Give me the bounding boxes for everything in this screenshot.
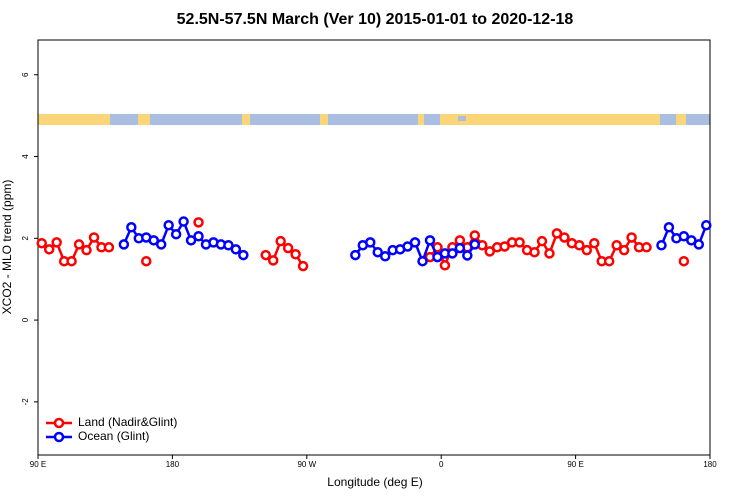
data-point (73, 239, 85, 250)
data-point (193, 231, 204, 242)
data-point (469, 239, 481, 250)
data-point (574, 240, 585, 251)
data-point (155, 239, 167, 250)
data-point (439, 260, 451, 271)
data-point (693, 239, 705, 250)
data-point (365, 237, 376, 248)
data-point (297, 260, 309, 272)
x-tick-label: 180 (703, 460, 717, 469)
data-point (163, 219, 174, 231)
legend-label: Land (Nadir&Glint) (78, 415, 177, 429)
data-point (447, 248, 458, 259)
data-point (402, 241, 413, 252)
y-axis-label: XCO2 - MLO trend (ppm) (0, 180, 14, 315)
data-point (88, 232, 100, 243)
data-point (536, 235, 548, 247)
x-axis-label: Longitude (deg E) (327, 475, 422, 489)
data-point (372, 246, 383, 258)
data-point (260, 249, 271, 261)
y-tick-label: 4 (21, 154, 30, 159)
data-point (290, 248, 301, 260)
y-tick-label: -2 (21, 398, 30, 406)
data-point (379, 251, 391, 262)
data-point (36, 237, 47, 249)
data-point (462, 250, 473, 261)
data-point (589, 237, 600, 249)
data-point (529, 246, 540, 258)
data-point (43, 244, 55, 255)
x-tick-label: 0 (439, 460, 444, 469)
data-point (678, 231, 690, 242)
data-point (499, 241, 510, 252)
data-point (193, 217, 204, 228)
x-tick-label: 90 E (567, 460, 583, 469)
data-point (148, 235, 159, 246)
data-point (603, 255, 615, 267)
data-point (686, 235, 697, 246)
data-point (701, 219, 712, 231)
data-point (417, 255, 428, 267)
data-point (581, 244, 593, 256)
data-point (81, 244, 92, 256)
data-point (409, 237, 421, 248)
data-point (103, 242, 115, 253)
data-point (275, 235, 286, 247)
legend-label: Ocean (Glint) (78, 429, 149, 443)
data-point (170, 228, 182, 240)
data-point (618, 244, 630, 256)
data-point (51, 237, 62, 248)
data-point (350, 249, 361, 261)
x-tick-label: 90 E (30, 460, 46, 469)
data-point (559, 232, 570, 243)
data-point (611, 240, 622, 251)
data-point (267, 255, 279, 266)
legend-marker (53, 431, 65, 443)
data-point (469, 230, 481, 241)
data-point (514, 237, 525, 248)
data-point (66, 255, 77, 267)
x-tick-label: 90 W (297, 460, 316, 469)
data-point (141, 255, 152, 267)
data-point (424, 235, 436, 246)
legend-marker (53, 417, 65, 429)
x-tick-label: 180 (166, 460, 180, 469)
y-tick-label: 2 (21, 236, 30, 241)
data-point (641, 242, 652, 253)
data-point (223, 240, 234, 251)
y-tick-label: 6 (21, 72, 30, 77)
land-mask-strip (38, 114, 710, 125)
plot-frame (37, 39, 711, 456)
chart-title: 52.5N-57.5N March (Ver 10) 2015-01-01 to… (177, 11, 574, 28)
data-point (544, 248, 555, 259)
data-point (238, 249, 249, 261)
data-point (185, 235, 197, 246)
data-point (230, 244, 242, 255)
data-point (626, 232, 637, 243)
data-point (678, 255, 690, 267)
data-point (282, 242, 294, 254)
y-tick-label: 0 (21, 317, 30, 322)
data-point (551, 228, 563, 239)
data-point (663, 222, 675, 233)
data-point (126, 222, 137, 233)
data-point (484, 246, 495, 257)
data-point (656, 240, 667, 251)
data-point (178, 216, 189, 227)
data-point (118, 239, 130, 250)
data-point (454, 242, 466, 254)
